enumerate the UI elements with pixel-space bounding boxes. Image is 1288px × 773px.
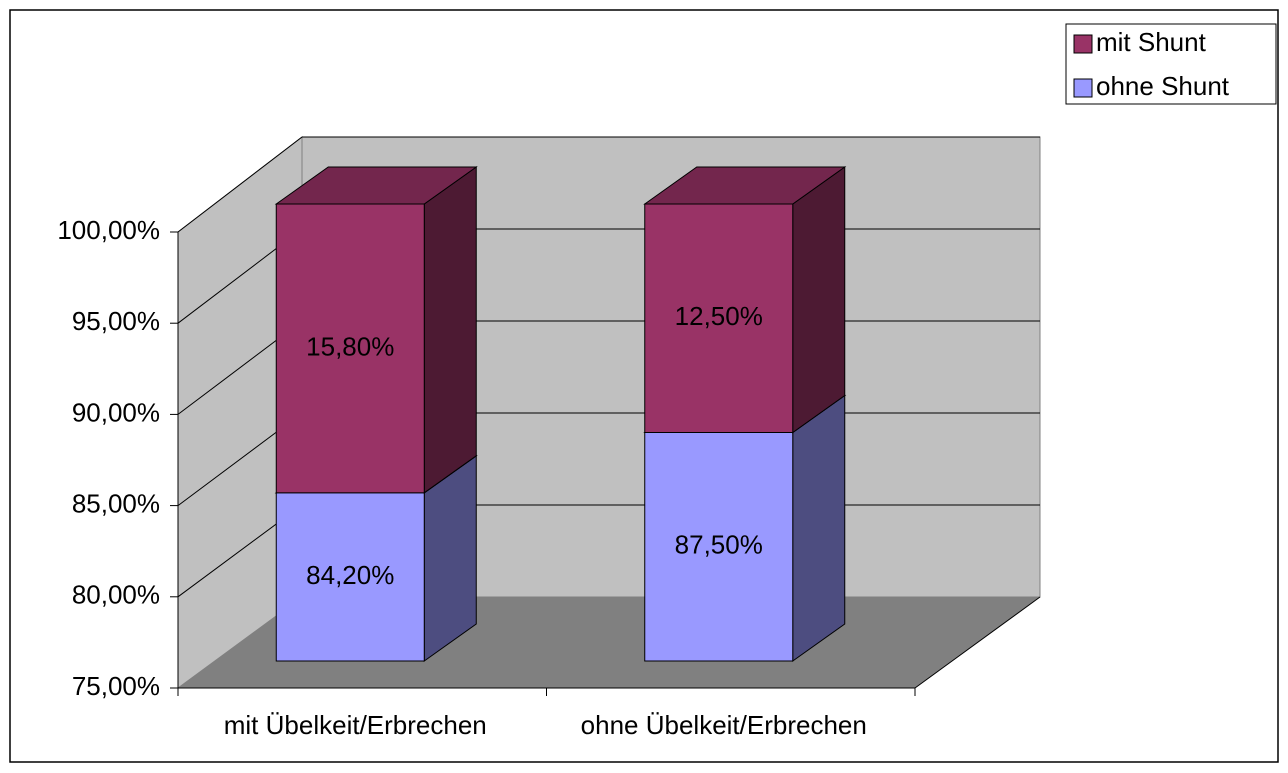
bar (275, 203, 425, 494)
legend-swatch (1073, 78, 1093, 98)
data-label: 12,50% (675, 301, 763, 331)
y-tick-label: 75,00% (72, 671, 160, 701)
bar-side (792, 166, 846, 434)
legend-box (1065, 23, 1277, 105)
y-tick-label: 80,00% (72, 580, 160, 610)
y-tick-label: 100,00% (57, 215, 160, 245)
grid-line (177, 136, 303, 233)
y-tick-label: 90,00% (72, 397, 160, 427)
bar (644, 203, 794, 433)
data-label: 84,20% (306, 560, 394, 590)
y-tick-label: 85,00% (72, 488, 160, 518)
legend-label: ohne Shunt (1096, 71, 1230, 101)
bar-side (792, 394, 846, 662)
x-tick-label: mit Übelkeit/Erbrechen (224, 710, 487, 740)
y-tick-label: 95,00% (72, 306, 160, 336)
x-tick-label: ohne Übelkeit/Erbrechen (581, 710, 867, 740)
bar (644, 432, 794, 662)
floor-edge (914, 596, 1041, 689)
legend-label: mit Shunt (1096, 27, 1207, 57)
legend-swatch (1073, 34, 1093, 54)
bar-side (423, 166, 477, 494)
data-label: 87,50% (675, 530, 763, 560)
data-label: 15,80% (306, 331, 394, 361)
